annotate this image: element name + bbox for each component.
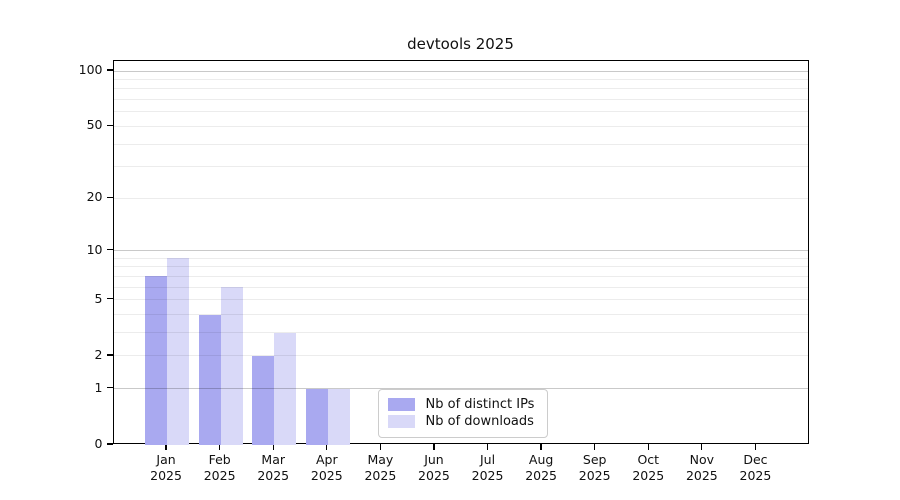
x-tick-label: Nov 2025 (670, 452, 734, 484)
bar-distinct-ips (145, 276, 168, 445)
x-tick-year: 2025 (364, 468, 397, 483)
bar-distinct-ips (198, 314, 221, 445)
x-tick-year: 2025 (525, 468, 558, 483)
y-tick-mark (106, 249, 113, 251)
y-tick-label: 10 (86, 241, 103, 257)
x-tick-mark (701, 444, 703, 450)
x-tick-label: Jun 2025 (402, 452, 466, 484)
bar-downloads (220, 287, 243, 445)
y-tick-label: 5 (94, 290, 103, 306)
x-tick-month: Aug (528, 452, 554, 467)
x-tick-mark (754, 444, 757, 450)
x-tick-mark (540, 444, 542, 450)
x-tick-month: Jan (156, 452, 176, 467)
x-tick-year: 2025 (685, 468, 718, 483)
x-tick-label: May 2025 (348, 452, 412, 484)
x-tick-month: Jul (479, 452, 496, 467)
x-tick-label: Sep 2025 (563, 452, 627, 484)
y-tick-label: 2 (94, 346, 103, 362)
legend-swatch-downloads (387, 415, 415, 428)
x-tick-label: Aug 2025 (509, 452, 573, 484)
legend: Nb of distinct IPs Nb of downloads (377, 388, 548, 438)
x-tick-year: 2025 (471, 468, 504, 483)
x-tick-year: 2025 (632, 468, 665, 483)
legend-item-distinct-ips: Nb of distinct IPs (387, 397, 538, 413)
y-tick-mark (106, 387, 113, 389)
x-tick-month: Mar (261, 452, 286, 467)
x-tick-year: 2025 (418, 468, 450, 483)
y-tick-mark (106, 196, 113, 198)
y-tick-mark (106, 124, 113, 127)
legend-label-distinct-ips: Nb of distinct IPs (425, 397, 535, 412)
x-tick-mark (594, 444, 596, 450)
chart-title: devtools 2025 (407, 35, 514, 53)
y-tick-label: 100 (78, 62, 103, 78)
x-tick-label: Jan 2025 (134, 452, 198, 484)
x-tick-mark (165, 444, 167, 450)
bar-distinct-ips (305, 388, 328, 445)
x-tick-month: Oct (637, 452, 660, 467)
y-tick-label: 20 (86, 189, 103, 205)
x-tick-year: 2025 (257, 468, 290, 483)
bars-layer (114, 61, 809, 445)
x-tick-month: Feb (208, 452, 231, 467)
x-tick-year: 2025 (310, 468, 343, 483)
bar-downloads (327, 388, 350, 445)
x-tick-label: Oct 2025 (616, 452, 680, 484)
x-tick-year: 2025 (739, 468, 772, 483)
x-tick-label: Mar 2025 (241, 452, 305, 484)
legend-swatch-distinct-ips (387, 398, 415, 411)
y-tick-mark (106, 69, 113, 71)
x-tick-label: Feb 2025 (188, 452, 252, 484)
x-tick-month: Nov (689, 452, 715, 467)
x-tick-month: May (367, 452, 394, 467)
x-tick-mark (272, 444, 274, 450)
x-tick-label: Dec 2025 (723, 452, 787, 484)
bar-distinct-ips (252, 355, 275, 445)
y-tick-mark (106, 298, 113, 300)
y-tick-label: 0 (94, 436, 103, 451)
x-tick-month: Dec (743, 452, 768, 467)
y-tick-mark (106, 443, 113, 445)
x-tick-label: Jul 2025 (456, 452, 520, 484)
x-tick-mark (219, 444, 221, 450)
bar-downloads (274, 332, 297, 445)
x-tick-year: 2025 (203, 468, 236, 483)
legend-item-downloads: Nb of downloads (387, 414, 538, 430)
x-tick-year: 2025 (578, 468, 611, 483)
x-tick-mark (433, 444, 435, 450)
x-tick-mark (647, 444, 649, 450)
x-tick-mark (486, 444, 489, 450)
x-tick-month: Jun (424, 452, 444, 467)
x-tick-year: 2025 (150, 468, 182, 483)
bar-downloads (167, 258, 190, 445)
x-tick-label: Apr 2025 (295, 452, 359, 484)
y-tick-label: 50 (86, 117, 103, 133)
plot-area: Nb of distinct IPs Nb of downloads (112, 59, 809, 445)
x-tick-mark (379, 444, 382, 450)
y-tick-label: 1 (94, 379, 103, 395)
x-tick-month: Sep (582, 452, 607, 467)
x-tick-month: Apr (315, 452, 338, 467)
y-tick-mark (106, 354, 113, 356)
legend-label-downloads: Nb of downloads (425, 414, 534, 429)
x-tick-mark (326, 444, 328, 450)
